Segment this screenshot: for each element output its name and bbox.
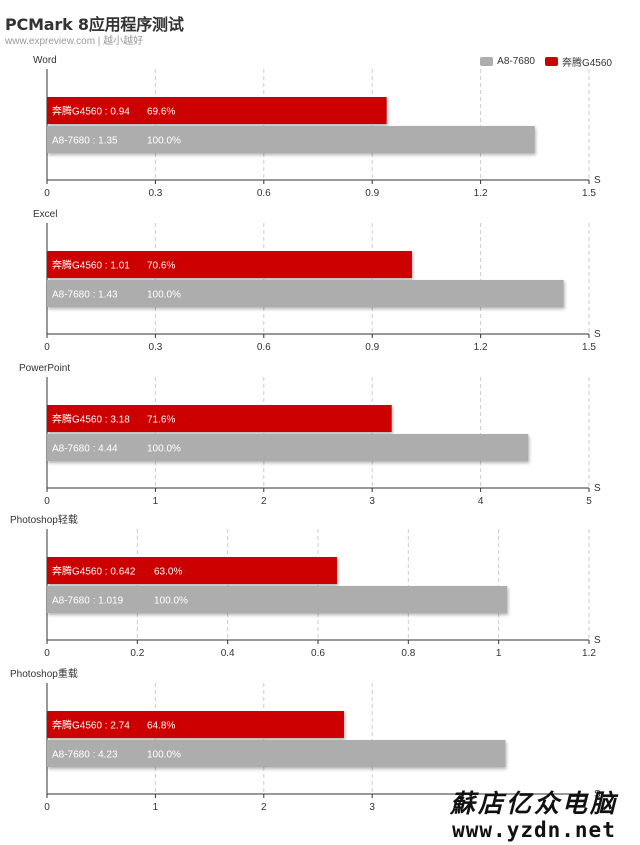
tick-label: 0.8	[401, 648, 415, 659]
bar-percent-label: 64.8%	[147, 721, 175, 732]
bar-value-label: A8-7680 : 1.43	[52, 290, 118, 301]
bar-g4560	[47, 97, 387, 124]
legend-item-g4560[interactable]: 奔腾G4560	[544, 54, 612, 69]
legend-label-g4560: 奔腾G4560	[561, 58, 612, 69]
bar-a8	[47, 280, 564, 307]
bar-a8	[47, 586, 508, 613]
chart-panel-1: Excel 0 0.3 0.6 0.9 1.2 1.5 S 奔腾G4560 : 1.01 70.6…	[33, 209, 601, 353]
legend-label-a8: A8-7680	[497, 56, 535, 67]
bar-g4560	[47, 405, 392, 432]
chart-title: Word	[33, 55, 57, 66]
bar-g4560	[47, 711, 345, 738]
page-title: PCMark 8应用程序测试	[5, 15, 184, 34]
tick-label: 0	[44, 802, 50, 813]
tick-label: 0	[44, 496, 50, 507]
bar-value-label: 奔腾G4560 : 1.01	[52, 259, 130, 272]
bar-percent-label: 71.6%	[147, 415, 175, 426]
bar-value-label: 奔腾G4560 : 2.74	[52, 719, 130, 732]
axis-unit: S	[594, 635, 601, 646]
bar-percent-label: 100.0%	[154, 596, 188, 607]
chart-legend: A8-7680 奔腾G4560	[480, 54, 612, 69]
bar-value-label: A8-7680 : 4.23	[52, 750, 118, 761]
tick-label: 0.3	[148, 342, 162, 353]
tick-label: 5	[586, 496, 592, 507]
tick-label: 4	[478, 496, 484, 507]
tick-label: 2	[261, 496, 267, 507]
bar-percent-label: 100.0%	[147, 136, 181, 147]
bar-value-label: 奔腾G4560 : 0.642	[52, 565, 136, 578]
tick-label: 0.6	[311, 648, 325, 659]
axis-unit: S	[594, 329, 601, 340]
tick-label: 1.5	[582, 342, 596, 353]
legend-swatch-g4560	[544, 57, 558, 66]
tick-label: 1	[496, 648, 502, 659]
bar-value-label: A8-7680 : 4.44	[52, 444, 118, 455]
tick-label: 0.3	[148, 188, 162, 199]
bar-value-label: 奔腾G4560 : 0.94	[52, 105, 130, 118]
chart-title: Excel	[33, 209, 57, 220]
tick-label: 0.6	[257, 342, 271, 353]
watermark-chinese: 蘇店亿众电脑	[449, 789, 618, 818]
tick-label: 1.2	[474, 188, 488, 199]
chart-panel-2: PowerPoint 0 1 2 3 4 5S 奔腾G4560 : 3.18 71.6% A8-7…	[19, 363, 601, 507]
bar-a8	[47, 126, 535, 153]
tick-label: 0	[44, 648, 50, 659]
tick-label: 0.4	[221, 648, 235, 659]
tick-label: 0	[44, 188, 50, 199]
chart-panel-3: Photoshop轻载 0 0.2 0.4 0.6 0.8 1 1.2 S 奔腾G4560 : 0…	[10, 513, 601, 659]
bar-g4560	[47, 557, 337, 584]
bar-percent-label: 100.0%	[147, 444, 181, 455]
chart-title: Photoshop重载	[10, 667, 78, 680]
tick-label: 1	[153, 496, 159, 507]
bar-value-label: A8-7680 : 1.35	[52, 136, 118, 147]
bar-a8	[47, 740, 506, 767]
tick-label: 2	[261, 802, 267, 813]
tick-label: 0	[44, 342, 50, 353]
watermark-url: www.yzdn.net	[452, 818, 616, 842]
bar-percent-label: 69.6%	[147, 107, 175, 118]
tick-label: 3	[369, 802, 375, 813]
chart-title: PowerPoint	[19, 363, 70, 374]
tick-label: 3	[369, 496, 375, 507]
tick-label: 0.2	[130, 648, 144, 659]
bar-g4560	[47, 251, 412, 278]
bar-a8	[47, 434, 529, 461]
bar-percent-label: 63.0%	[154, 567, 182, 578]
chart-title: Photoshop轻载	[10, 513, 78, 526]
bar-percent-label: 100.0%	[147, 290, 181, 301]
bar-value-label: 奔腾G4560 : 3.18	[52, 413, 130, 426]
tick-label: 1.5	[582, 188, 596, 199]
page-subtitle: www.expreview.com | 越小越好	[5, 36, 144, 47]
bar-value-label: A8-7680 : 1.019	[52, 596, 124, 607]
tick-label: 0.9	[365, 188, 379, 199]
tick-label: 0.9	[365, 342, 379, 353]
tick-label: 0.6	[257, 188, 271, 199]
bar-percent-label: 100.0%	[147, 750, 181, 761]
chart-panel-4: Photoshop重载 0 1 2 3 S 奔腾G4560 : 2.74 64.8% A8-76…	[10, 667, 601, 813]
tick-label: 1	[153, 802, 159, 813]
legend-item-a8[interactable]: A8-7680	[480, 56, 535, 67]
tick-label: 1.2	[474, 342, 488, 353]
bar-percent-label: 70.6%	[147, 261, 175, 272]
axis-unit: S	[594, 175, 601, 186]
axis-unit: S	[594, 483, 601, 494]
chart-panel-0: Word 0 0.3 0.6 0.9 1.2 1.5 S 奔腾G4560 : 0.94 69.6%…	[33, 55, 601, 199]
watermark: 蘇店亿众电脑 www.yzdn.net	[450, 784, 618, 842]
tick-label: 1.2	[582, 648, 596, 659]
axis-unit: S	[594, 789, 601, 800]
legend-swatch-a8	[480, 57, 494, 66]
